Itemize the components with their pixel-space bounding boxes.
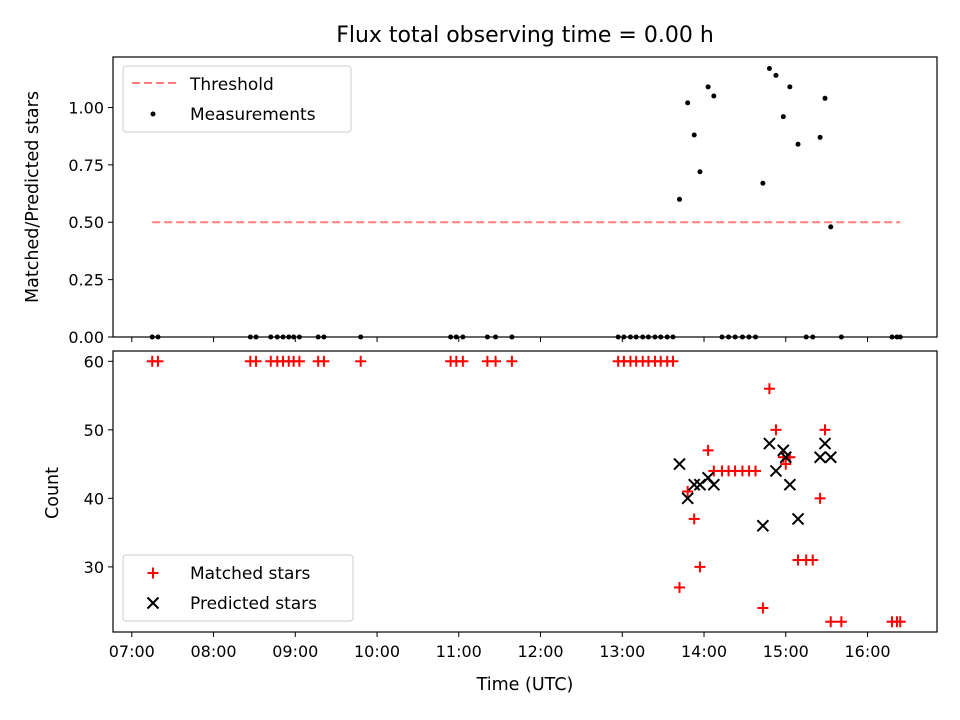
top-y-axis-label: Matched/Predicted stars (23, 91, 43, 303)
bottom-axes-frame (112, 350, 938, 633)
matched-star-point (819, 424, 831, 436)
top-y-tick-label: 1.00 (68, 98, 104, 117)
matched-star-point (293, 355, 305, 367)
top-legend: Threshold Measurements (122, 65, 352, 133)
matched-star-point (250, 355, 262, 367)
measurement-point (773, 72, 779, 78)
matched-star-point (894, 616, 906, 628)
predicted-star-point (791, 512, 805, 526)
x-axis-label: Time (UTC) (476, 675, 574, 695)
measurement-point (828, 224, 834, 230)
top-axes-frame (112, 56, 938, 338)
predicted-star-point (681, 492, 694, 505)
legend-predicted-stars-label: Predicted stars (190, 594, 317, 614)
top-y-tick-label: 0.00 (68, 328, 104, 347)
measurement-point (760, 180, 766, 186)
x-tick-label: 10:00 (354, 642, 400, 661)
matched-star-point (688, 513, 700, 525)
matched-star-point (490, 355, 502, 367)
top-y-tick-label: 0.50 (68, 213, 104, 232)
measurement-point (817, 134, 823, 140)
bottom-y-tick-label: 40 (84, 489, 104, 508)
predicted-star-point (707, 478, 721, 491)
bottom-y-tick-label: 50 (84, 421, 104, 440)
matched-star-point (825, 616, 837, 628)
matched-star-point (457, 355, 469, 367)
measurement-point (766, 65, 772, 71)
legend-measurements-swatch (150, 111, 156, 117)
bottom-y-tick-label: 60 (84, 352, 104, 371)
measurement-point (780, 114, 786, 120)
matched-star-point (702, 444, 714, 456)
bottom-legend: Matched stars Predicted stars (122, 554, 354, 622)
x-tick-label: 07:00 (109, 642, 155, 661)
matched-star-point (807, 554, 819, 566)
matched-star-point (674, 581, 685, 593)
matched-star-point (757, 602, 769, 614)
predicted-star-point (777, 444, 790, 457)
predicted-star-point (763, 437, 776, 450)
predicted-star-point (688, 478, 701, 491)
matched-star-point (355, 355, 367, 367)
x-tick-label: 09:00 (272, 642, 318, 661)
x-tick-label: 12:00 (517, 642, 563, 661)
predicted-star-point (824, 451, 837, 464)
predicted-star-point (756, 519, 770, 532)
predicted-star-point (673, 457, 686, 471)
matched-star-point (835, 616, 847, 628)
legend-matched-stars-label: Matched stars (190, 564, 310, 584)
x-tick-label: 13:00 (599, 642, 645, 661)
predicted-star-point (779, 451, 792, 464)
bottom-y-axis-label: Count (43, 467, 63, 519)
legend-threshold-label: Threshold (189, 75, 274, 95)
matched-star-point (694, 561, 706, 573)
top-y-tick-label: 0.25 (68, 271, 104, 290)
legend-predicted-stars-swatch (146, 596, 160, 610)
predicted-star-point (769, 464, 783, 478)
x-tick-label: 15:00 (763, 642, 809, 661)
legend-measurements-label: Measurements (190, 105, 316, 125)
matched-star-point (770, 424, 782, 436)
measurement-point (711, 93, 717, 99)
x-tick-label: 16:00 (844, 642, 890, 661)
measurement-point (787, 84, 793, 90)
predicted-star-point (818, 437, 832, 450)
bottom-plot-area (146, 355, 906, 628)
measurement-point (677, 196, 682, 202)
matched-star-point (152, 355, 164, 367)
measurement-point (685, 100, 691, 106)
predicted-star-point (783, 478, 797, 491)
measurement-point (822, 95, 828, 101)
matched-star-point (318, 355, 330, 367)
matched-star-point (506, 355, 518, 367)
measurement-point (705, 84, 711, 90)
measurement-point (795, 141, 801, 147)
x-tick-label: 08:00 (190, 642, 236, 661)
legend-matched-stars-swatch (147, 567, 159, 579)
x-tick-label: 14:00 (681, 642, 727, 661)
matched-star-point (814, 492, 826, 504)
matched-star-point (780, 458, 792, 470)
matched-star-point (763, 383, 775, 395)
matched-star-point (750, 465, 762, 477)
predicted-star-point (813, 451, 827, 464)
bottom-y-tick-label: 30 (84, 558, 104, 577)
measurement-point (691, 132, 697, 138)
measurement-point (697, 169, 703, 175)
x-tick-label: 11:00 (436, 642, 482, 661)
matched-star-point (667, 355, 679, 367)
top-y-tick-label: 0.75 (68, 156, 104, 175)
matched-star-point (682, 486, 694, 497)
chart-title: Flux total observing time = 0.00 h (336, 23, 714, 48)
